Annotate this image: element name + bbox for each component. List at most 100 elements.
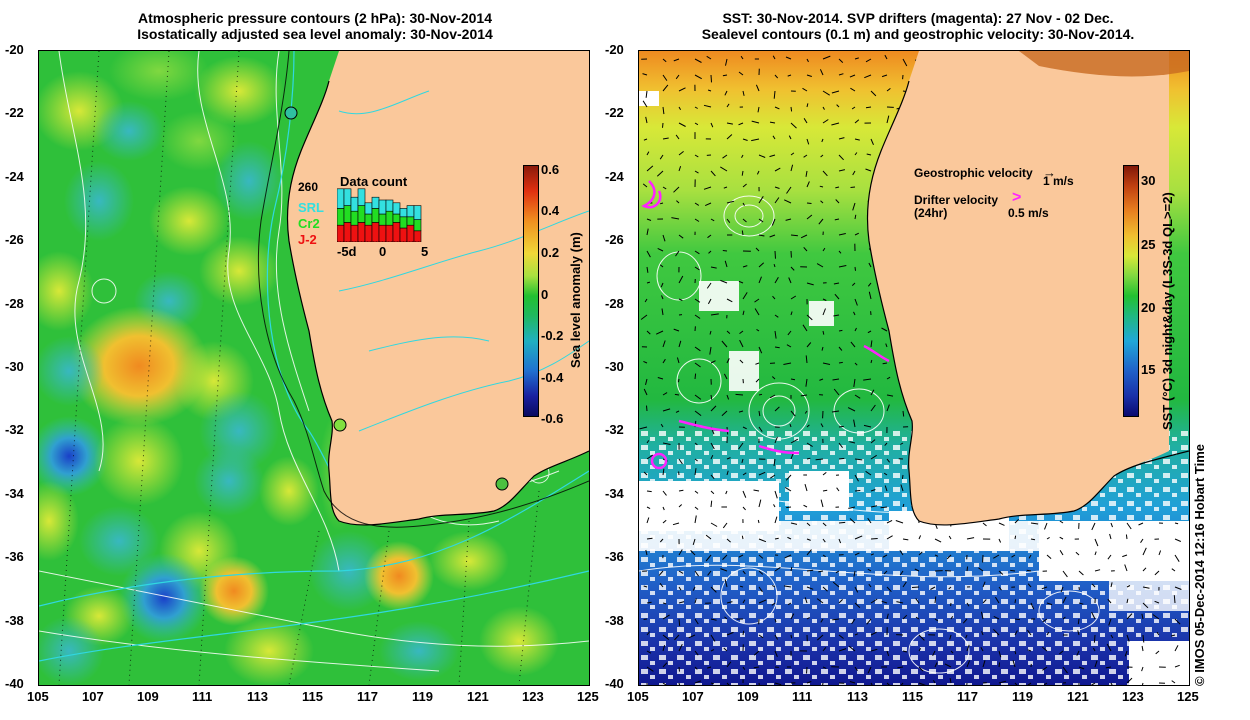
geostrophic-arrow: [886, 535, 893, 540]
geostrophic-arrow: [966, 660, 971, 668]
sla-colorbar: [523, 165, 539, 417]
geostrophic-arrow: [662, 340, 666, 348]
geostrophic-arrow: [918, 647, 922, 652]
geostrophic-arrow: [886, 682, 890, 685]
geostrophic-arrow: [822, 586, 828, 592]
geostrophic-arrow: [643, 618, 648, 620]
sla-cb-tick-4: -0.2: [541, 328, 564, 343]
geostrophic-arrow: [710, 474, 715, 480]
data-count-title: Data count: [340, 174, 408, 189]
geostrophic-arrow: [645, 549, 648, 556]
geostrophic-arrow: [806, 549, 812, 556]
geostrophic-arrow: [725, 58, 728, 66]
geostrophic-arrow: [901, 474, 904, 479]
geostrophic-arrow: [678, 106, 682, 111]
geostrophic-arrow: [966, 644, 970, 652]
geostrophic-arrow: [662, 234, 666, 242]
geostrophic-arrow: [870, 138, 874, 145]
geostrophic-arrow: [806, 181, 810, 188]
geostrophic-arrow: [694, 680, 701, 684]
geostrophic-arrow: [831, 122, 840, 126]
sst-colorbar-label: SST (°C) 3d night&day (L3S-3d QL>=2): [1160, 192, 1175, 430]
geostrophic-arrow: [932, 679, 936, 684]
geostrophic-arrow: [902, 503, 905, 508]
geostrophic-arrow: [694, 410, 702, 416]
geostrophic-arrow: [742, 202, 745, 206]
geostrophic-arrow: [658, 570, 664, 576]
geostrophic-arrow: [836, 104, 840, 108]
geostrophic-arrow: [645, 116, 648, 124]
geostrophic-arrow: [982, 599, 987, 604]
geostrophic-arrow: [735, 393, 744, 396]
drifter-velocity-label: Drifter velocity: [914, 193, 999, 207]
geostrophic-arrow: [1107, 598, 1112, 604]
geostrophic-arrow: [742, 570, 746, 575]
geostrophic-arrow: [724, 579, 728, 588]
geostrophic-arrow: [981, 631, 984, 636]
geostrophic-arrow: [902, 650, 907, 653]
geostrophic-arrow: [1106, 643, 1112, 652]
geostrophic-arrow: [726, 394, 730, 400]
geostrophic-arrow: [804, 483, 808, 492]
geostrophic-arrow: [822, 298, 827, 301]
geostrophic-arrow: [832, 618, 840, 621]
geostrophic-arrow: [662, 442, 671, 445]
geostrophic-arrow: [918, 682, 926, 685]
geostrophic-arrow: [710, 405, 717, 412]
geostrophic-arrow: [774, 490, 778, 499]
australia-landmass: [287, 51, 589, 525]
geostrophic-arrow: [1109, 533, 1112, 540]
geostrophic-arrow: [758, 393, 763, 396]
geostrophic-arrow: [790, 164, 794, 172]
geostrophic-arrow: [1090, 682, 1096, 685]
geostrophic-arrow: [694, 570, 700, 577]
sst-cb-tick-3: 15: [1141, 362, 1156, 377]
geostrophic-arrow: [902, 538, 909, 541]
left-lon-tick: 113: [247, 689, 268, 704]
geostrophic-arrow: [820, 200, 824, 204]
geostrophic-arrow: [757, 106, 760, 113]
geostrophic-arrow: [742, 310, 745, 316]
geostrophic-arrow: [662, 468, 665, 476]
geostrophic-arrow: [694, 74, 702, 80]
geostrophic-arrow: [738, 280, 744, 284]
geostrophic-arrow: [805, 355, 808, 364]
geostrophic-arrow: [787, 330, 792, 336]
geostrophic-arrow: [694, 266, 700, 271]
geostrophic-arrow: [870, 389, 875, 396]
geostrophic-arrow: [710, 266, 717, 269]
geostrophic-arrow: [1171, 634, 1176, 637]
geostrophic-arrow: [822, 538, 826, 543]
geostrophic-arrow: [854, 552, 860, 556]
geostrophic-arrow: [806, 522, 811, 527]
geostrophic-arrow: [1062, 570, 1068, 578]
geostrophic-arrow: [806, 457, 811, 460]
geostrophic-arrow: [690, 550, 696, 556]
geostrophic-arrow: [902, 410, 905, 417]
geostrophic-arrow: [934, 538, 942, 543]
geostrophic-arrow: [918, 666, 924, 672]
geostrophic-arrow: [870, 682, 873, 685]
geostrophic-arrow: [1174, 664, 1180, 668]
geostrophic-arrow: [774, 74, 779, 79]
geostrophic-arrow: [832, 581, 840, 588]
geostrophic-arrow: [838, 73, 844, 76]
geostrophic-arrow: [694, 122, 699, 126]
geostrophic-arrow: [676, 200, 680, 204]
geostrophic-arrow: [694, 314, 701, 319]
geostrophic-arrow: [1171, 568, 1176, 572]
geostrophic-arrow: [820, 423, 824, 428]
geostrophic-arrow: [753, 650, 760, 656]
left-lat-tick: -38: [5, 612, 24, 628]
geostrophic-arrow: [659, 154, 664, 160]
geostrophic-arrow: [726, 134, 733, 140]
geostrophic-arrow: [1014, 535, 1017, 540]
geostrophic-arrow: [900, 484, 904, 492]
geostrophic-arrow: [751, 138, 760, 142]
geostrophic-arrow: [756, 328, 760, 332]
right-lat-tick: -32: [605, 422, 624, 438]
right-lon-tick: 119: [1012, 689, 1033, 704]
geostrophic-arrow: [674, 393, 680, 396]
geostrophic-arrow: [1092, 647, 1096, 652]
geostrophic-arrow: [854, 119, 860, 124]
